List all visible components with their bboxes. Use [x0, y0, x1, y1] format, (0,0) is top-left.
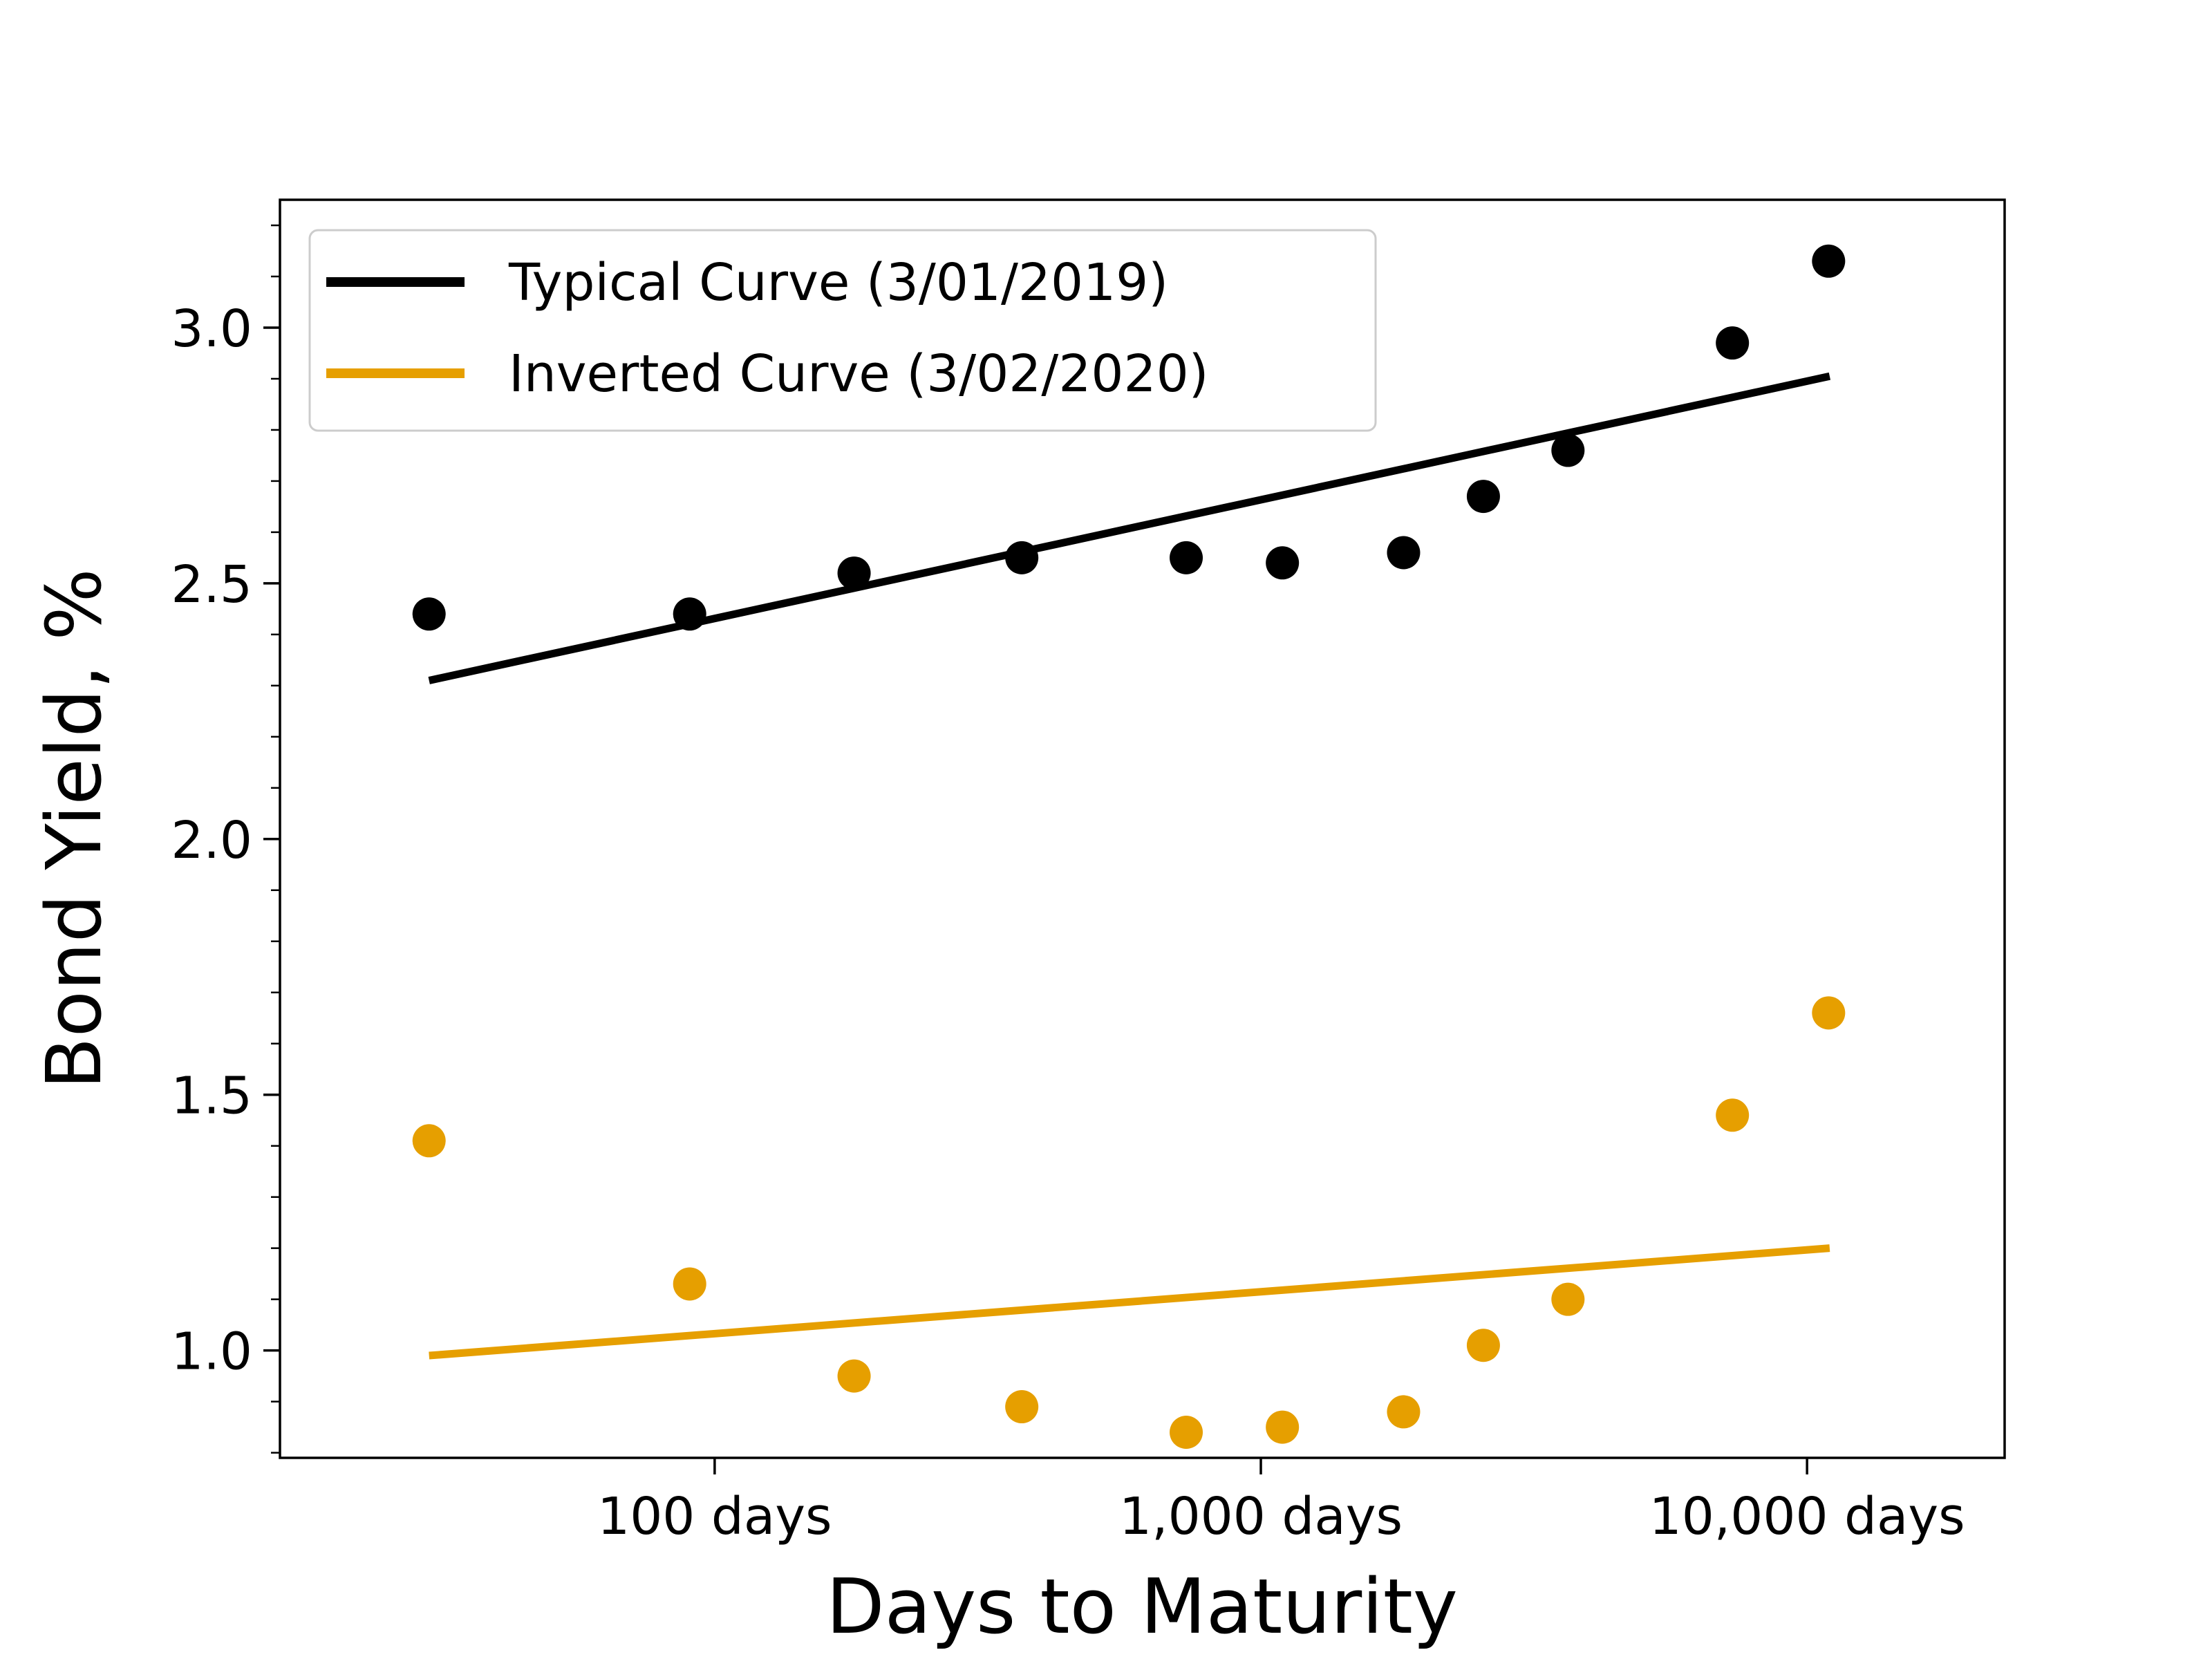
y-minor-ticks	[271, 224, 280, 1454]
data-point-series0	[1170, 541, 1203, 574]
y-tick-label: 3.0	[171, 299, 252, 359]
data-point-series1	[1005, 1390, 1039, 1424]
data-point-series1	[1387, 1395, 1421, 1429]
y-tick-label: 2.0	[171, 811, 252, 870]
fit-line-0	[428, 372, 1831, 684]
data-point-series1	[1551, 1282, 1585, 1316]
data-point-series1	[673, 1267, 706, 1301]
x-axis-ticks: 100 days 1,000 days 10,000 days	[597, 1458, 1965, 1546]
y-axis-ticks: 1.0 1.5 2.0 2.5 3.0	[171, 299, 280, 1382]
x-tick-label: 100 days	[597, 1487, 832, 1546]
data-point-series1	[837, 1359, 871, 1393]
data-point-series0	[673, 597, 706, 631]
data-point-series0	[1387, 536, 1421, 570]
legend-label-inverted: Inverted Curve (3/02/2020)	[509, 344, 1209, 404]
data-point-series0	[1551, 433, 1585, 467]
data-point-series1	[1716, 1098, 1750, 1132]
data-point-series1	[412, 1124, 446, 1158]
y-tick-label: 1.5	[171, 1067, 252, 1126]
x-tick-label: 1,000 days	[1119, 1487, 1403, 1546]
data-point-series0	[1716, 326, 1750, 360]
x-tick-label: 10,000 days	[1649, 1487, 1965, 1546]
fit-lines	[428, 372, 1831, 1360]
legend-box	[308, 229, 1377, 432]
data-point-series0	[412, 597, 446, 631]
data-point-series0	[1005, 541, 1039, 574]
data-point-series1	[1466, 1329, 1500, 1362]
y-tick-label: 1.0	[171, 1322, 252, 1382]
data-point-series1	[1266, 1410, 1300, 1444]
plot-frame	[279, 198, 2006, 1459]
data-point-series0	[1466, 480, 1500, 514]
data-points	[412, 244, 1846, 1450]
data-point-series0	[1812, 244, 1846, 278]
x-axis-title: Days to Maturity	[826, 1562, 1458, 1651]
data-point-series1	[1812, 996, 1846, 1030]
y-tick-label: 2.5	[171, 555, 252, 615]
data-point-series0	[837, 556, 871, 590]
y-axis-title: Bond Yield, %	[30, 568, 118, 1089]
data-point-series1	[1170, 1416, 1203, 1450]
legend-label-typical: Typical Curve (3/01/2019)	[508, 253, 1168, 312]
fit-line-1	[429, 1244, 1830, 1360]
legend: Typical Curve (3/01/2019) Inverted Curve…	[308, 229, 1377, 432]
data-point-series0	[1266, 546, 1300, 580]
